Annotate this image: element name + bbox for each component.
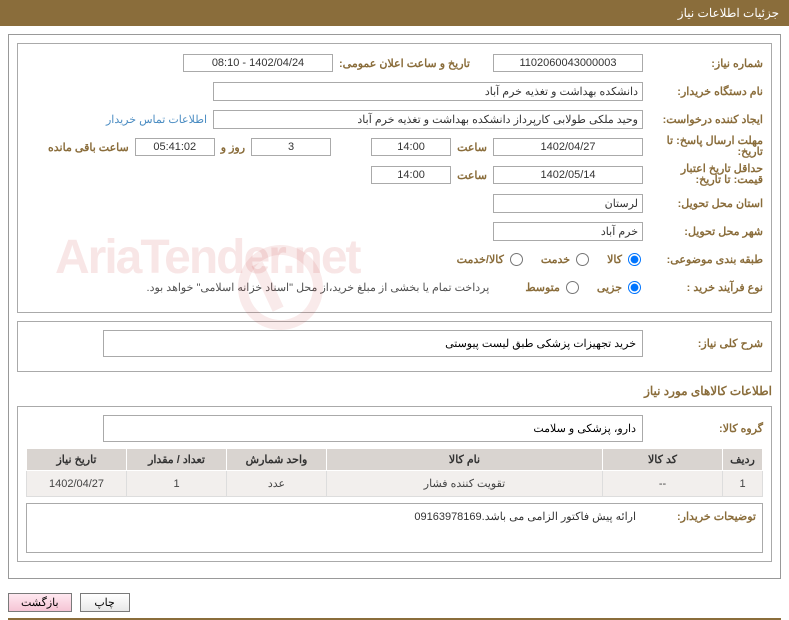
city-field: خرم آباد [493,222,643,241]
buyer-comment-label: توضیحات خریدار: [636,510,756,546]
radio-both[interactable] [510,253,523,266]
radio-medium[interactable] [566,281,579,294]
days-and-label: روز و [215,141,251,154]
table-row: 1--تقویت کننده فشارعدد11402/04/27 [27,471,763,497]
goods-table: ردیف کد کالا نام کالا واحد شمارش تعداد /… [26,448,763,497]
th-row: ردیف [723,449,763,471]
province-field: لرستان [493,194,643,213]
process-radio-group: جزيی متوسط [513,281,643,294]
goods-section: گروه کالا: دارو، پزشکی و سلامت ردیف کد ک… [17,406,772,562]
remaining-label: ساعت باقی مانده [42,141,135,154]
city-label: شهر محل تحویل: [643,225,763,238]
general-section: شرح کلی نیاز: خرید تجهیزات پزشکی طبق لیس… [17,321,772,372]
radio-goods[interactable] [628,253,641,266]
radio-minor-label: جزيی [585,281,622,294]
general-desc-box: خرید تجهیزات پزشکی طبق لیست پیوستی [103,330,643,357]
table-cell: عدد [227,471,327,497]
time-label-1: ساعت [451,141,493,154]
price-valid-label: حداقل تاریخ اعتبار قیمت: تا تاریخ: [643,164,763,186]
deadline-label: مهلت ارسال پاسخ: تا تاریخ: [643,136,763,158]
price-valid-date-field: 1402/05/14 [493,166,643,184]
table-cell: 1402/04/27 [27,471,127,497]
page-header: جزئیات اطلاعات نیاز [0,0,789,26]
need-no-label: شماره نیاز: [643,57,763,70]
classify-radio-group: کالا خدمت کالا/خدمت [445,253,643,266]
deadline-date-field: 1402/04/27 [493,138,643,156]
buyer-comment-text: ارائه پیش فاکتور الزامی می باشد.09163978… [33,510,636,546]
deadline-time-field: 14:00 [371,138,451,156]
radio-medium-label: متوسط [513,281,560,294]
radio-goods-label: کالا [595,253,622,266]
th-qty: تعداد / مقدار [127,449,227,471]
print-button[interactable]: چاپ [80,593,130,612]
radio-service[interactable] [576,253,589,266]
province-label: استان محل تحویل: [643,197,763,210]
process-label: نوع فرآیند خرید : [643,281,763,294]
contact-link[interactable]: اطلاعات تماس خریدار [100,113,213,126]
buyer-comment-box: توضیحات خریدار: ارائه پیش فاکتور الزامی … [26,503,763,553]
goods-group-box: دارو، پزشکی و سلامت [103,415,643,442]
announce-label: تاریخ و ساعت اعلان عمومی: [333,57,493,70]
classify-label: طبقه بندی موضوعی: [643,253,763,266]
footer-buttons: چاپ بازگشت [0,587,789,618]
price-valid-time-field: 14:00 [371,166,451,184]
page-title: جزئیات اطلاعات نیاز [678,6,779,20]
radio-minor[interactable] [628,281,641,294]
days-left-field: 3 [251,138,331,156]
goods-group-label: گروه کالا: [643,422,763,435]
time-label-2: ساعت [451,169,493,182]
requester-label: ایجاد کننده درخواست: [643,113,763,126]
buyer-org-field: دانشکده بهداشت و تغذیه خرم آباد [213,82,643,101]
goods-section-title: اطلاعات کالاهای مورد نیاز [17,380,772,406]
general-desc-label: شرح کلی نیاز: [643,337,763,350]
th-code: کد کالا [603,449,723,471]
table-cell: 1 [723,471,763,497]
buyer-org-label: نام دستگاه خریدار: [643,85,763,98]
payment-note: پرداخت تمام یا بخشی از مبلغ خرید،از محل … [147,281,494,294]
back-button[interactable]: بازگشت [8,593,72,612]
requester-field: وحید ملکی طولابی کارپرداز دانشکده بهداشت… [213,110,643,129]
table-cell: -- [603,471,723,497]
need-no-field: 1102060043000003 [493,54,643,72]
th-name: نام کالا [327,449,603,471]
table-cell: 1 [127,471,227,497]
info-section: شماره نیاز: 1102060043000003 تاریخ و ساع… [17,43,772,313]
radio-service-label: خدمت [529,253,570,266]
table-cell: تقویت کننده فشار [327,471,603,497]
radio-both-label: کالا/خدمت [445,253,504,266]
main-container: شماره نیاز: 1102060043000003 تاریخ و ساع… [8,34,781,579]
th-unit: واحد شمارش [227,449,327,471]
time-left-field: 05:41:02 [135,138,215,156]
th-date: تاریخ نیاز [27,449,127,471]
announce-field: 1402/04/24 - 08:10 [183,54,333,72]
